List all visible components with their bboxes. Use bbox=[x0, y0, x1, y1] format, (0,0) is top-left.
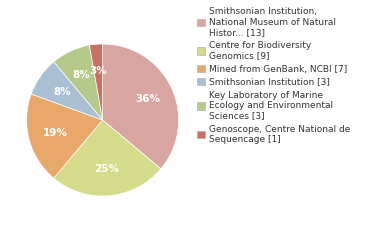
Wedge shape bbox=[89, 44, 103, 120]
Text: 19%: 19% bbox=[43, 128, 67, 138]
Wedge shape bbox=[54, 45, 103, 120]
Text: 3%: 3% bbox=[89, 66, 107, 76]
Wedge shape bbox=[103, 44, 179, 169]
Text: 8%: 8% bbox=[73, 70, 90, 80]
Legend: Smithsonian Institution,
National Museum of Natural
Histor... [13], Centre for B: Smithsonian Institution, National Museum… bbox=[195, 5, 353, 147]
Text: 36%: 36% bbox=[135, 94, 160, 104]
Wedge shape bbox=[27, 94, 103, 178]
Text: 8%: 8% bbox=[53, 87, 71, 97]
Wedge shape bbox=[54, 120, 161, 196]
Wedge shape bbox=[31, 62, 103, 120]
Text: 25%: 25% bbox=[94, 164, 119, 174]
